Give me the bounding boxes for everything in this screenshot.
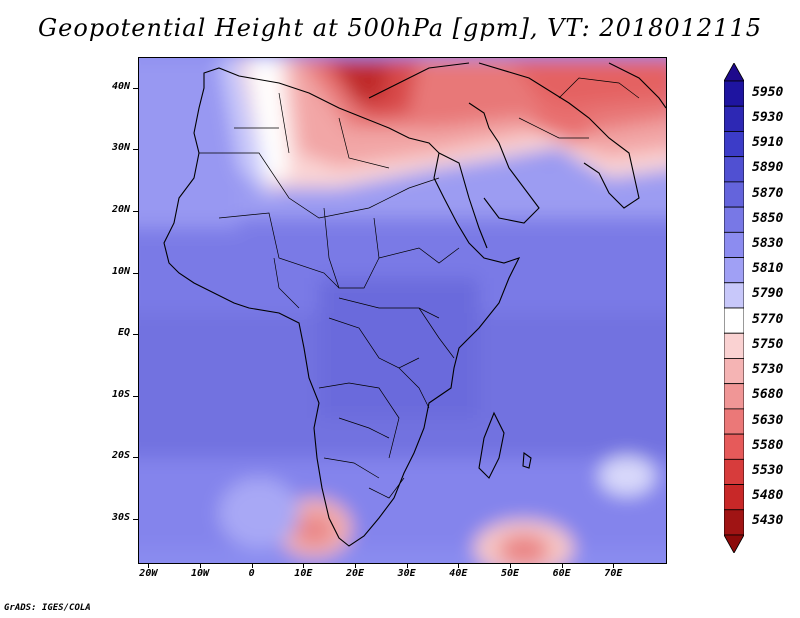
longitude-tick (561, 563, 563, 568)
colorbar-swatch (724, 231, 744, 258)
contour-fill (139, 58, 666, 563)
colorbar-level-label: 5950 (752, 84, 784, 100)
longitude-tick (613, 563, 615, 568)
colorbar-swatch (724, 332, 744, 359)
longitude-tick-label: 40E (449, 568, 468, 579)
longitude-tick-label: 20E (345, 568, 365, 579)
longitude-tick-label: 10W (190, 568, 210, 579)
colorbar-swatch (724, 282, 744, 309)
longitude-tick (355, 563, 356, 568)
colorbar-top-extension (724, 63, 744, 82)
colorbar-level-label: 5770 (752, 311, 784, 327)
longitude-tick (510, 563, 511, 568)
colorbar-level-label: 5870 (752, 185, 784, 201)
colorbar-level-label: 5730 (752, 362, 784, 378)
latitude-tick-label: 20N (111, 203, 130, 215)
longitude-tick (406, 563, 408, 568)
colorbar-level-label: 5890 (752, 160, 784, 176)
colorbar-swatch (724, 408, 744, 435)
colorbar-level-label: 5930 (752, 109, 784, 125)
longitude-tick-label: 60E (552, 568, 571, 579)
colorbar-swatch (724, 206, 744, 233)
country-borders (199, 77, 640, 499)
longitude-tick (200, 563, 201, 568)
colorbar-level-label: 5480 (752, 488, 784, 504)
colorbar-swatch (724, 257, 744, 284)
colorbar-level-label: 5630 (752, 412, 784, 428)
longitude-tick (148, 563, 150, 568)
longitude-tick-label: 0 (248, 568, 255, 579)
colorbar-level-label: 5830 (752, 235, 784, 251)
latitude-tick (133, 87, 138, 89)
longitude-tick-label: 70E (604, 568, 623, 579)
latitude-tick-label: 10S (111, 388, 130, 400)
colorbar-level-label: 5430 (752, 513, 784, 529)
colorbar-level-label: 5910 (752, 135, 784, 151)
coastlines (163, 62, 666, 547)
latitude-tick (133, 272, 138, 274)
colorbar-swatch (724, 307, 744, 334)
colorbar-level-label: 5680 (752, 387, 784, 403)
colorbar-swatch (724, 131, 744, 158)
colorbar-swatch (724, 458, 744, 485)
map-panel (138, 57, 667, 564)
colorbar-level-label: 5790 (752, 286, 784, 302)
latitude-tick-label: 40N (111, 80, 130, 92)
longitude-tick-label: 50E (500, 568, 520, 579)
latitude-tick (133, 334, 138, 336)
colorbar-level-label: 5580 (752, 437, 784, 453)
colorbar-swatch (724, 181, 744, 208)
colorbar-swatch (724, 358, 744, 385)
latitude-tick-label: 30S (111, 511, 130, 523)
colorbar (724, 63, 744, 553)
latitude-tick-label: EQ (117, 327, 130, 339)
colorbar-swatch (724, 105, 744, 132)
longitude-tick-label: 20W (139, 568, 158, 579)
latitude-tick (133, 395, 138, 397)
latitude-tick-label: 30N (111, 142, 130, 154)
latitude-tick-label: 10N (111, 265, 130, 277)
colorbar-level-label: 5810 (752, 261, 784, 277)
latitude-tick (133, 457, 138, 459)
latitude-tick (133, 518, 138, 520)
colorbar-level-label: 5850 (752, 210, 784, 226)
colorbar-swatch (724, 156, 744, 183)
colorbar-swatch (724, 433, 744, 460)
latitude-tick-label: 20S (111, 450, 130, 462)
longitude-tick-label: 30E (397, 568, 416, 579)
colorbar-level-label: 5530 (752, 462, 784, 478)
latitude-tick (133, 149, 138, 151)
colorbar-swatch (724, 80, 744, 107)
longitude-tick (458, 563, 460, 568)
credit-text: GrADS: IGES/COLA (4, 603, 91, 613)
chart-title: Geopotential Height at 500hPa [gpm], VT:… (38, 14, 762, 42)
colorbar-swatch (724, 484, 744, 511)
latitude-tick (133, 210, 138, 212)
colorbar-swatch (724, 383, 744, 410)
colorbar-level-label: 5750 (752, 336, 784, 352)
colorbar-swatch (724, 509, 744, 536)
longitude-tick (251, 563, 253, 568)
longitude-tick-label: 10E (294, 568, 313, 579)
longitude-tick (303, 563, 305, 568)
colorbar-bottom-extension (724, 534, 744, 553)
geopotential-field (139, 58, 666, 563)
